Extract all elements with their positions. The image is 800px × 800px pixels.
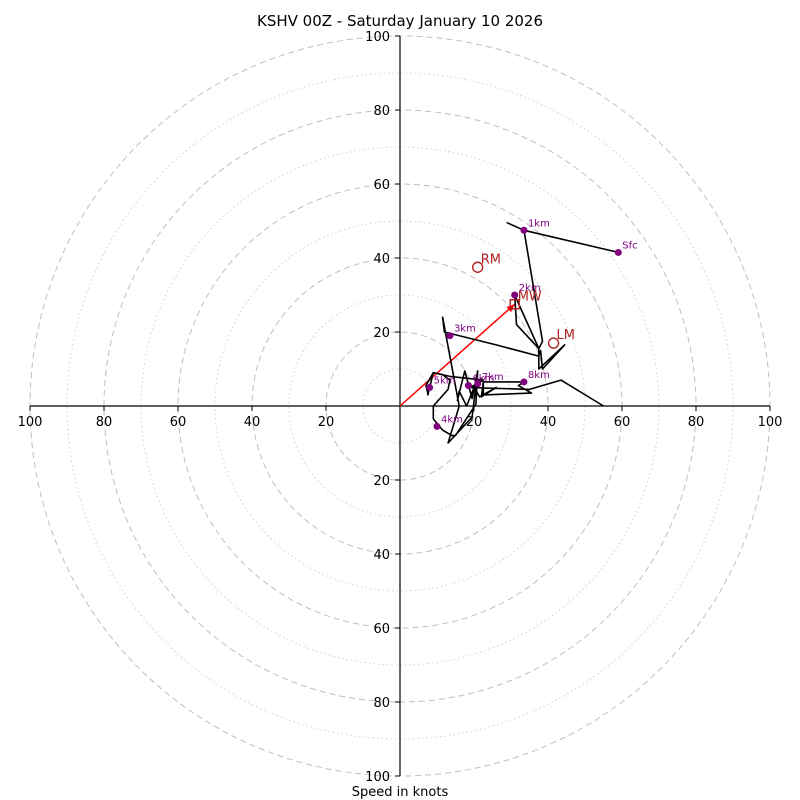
y-tick-label-top-40: 40 xyxy=(373,252,390,267)
y-tick-label-bottom-60: 60 xyxy=(373,622,390,637)
y-tick-label-bottom-20: 20 xyxy=(373,474,390,489)
x-tick-label-left-60: 60 xyxy=(170,415,187,430)
x-axis-label: Speed in knots xyxy=(352,785,449,800)
x-tick-label-right-80: 80 xyxy=(688,415,705,430)
y-tick-label-top-20: 20 xyxy=(373,326,390,341)
shear-vector-group xyxy=(399,303,516,407)
shear-vector xyxy=(399,303,516,407)
height-label-1km: 1km xyxy=(528,218,550,229)
x-tick-label-right-60: 60 xyxy=(614,415,631,430)
x-tick-label-left-20: 20 xyxy=(318,415,335,430)
motion-marker-mw xyxy=(509,299,520,310)
height-label-4km: 4km xyxy=(441,414,463,425)
motion-label-mw: MW xyxy=(518,289,542,304)
height-label-sfc: Sfc xyxy=(622,240,637,251)
y-tick-label-bottom-80: 80 xyxy=(373,696,390,711)
x-tick-label-right-40: 40 xyxy=(540,415,557,430)
motion-marker-rm xyxy=(472,261,484,273)
x-tick-label-left-40: 40 xyxy=(244,415,261,430)
height-label-2km: 2km xyxy=(519,283,541,294)
height-label-6km: 6km xyxy=(472,374,494,385)
y-tick-label-bottom-100: 100 xyxy=(365,770,390,785)
height-point-6km xyxy=(464,382,472,390)
x-tick-label-left-80: 80 xyxy=(96,415,113,430)
motion-marker-lm xyxy=(547,337,560,349)
y-tick-label-top-100: 100 xyxy=(365,30,390,45)
hodograph-trace xyxy=(425,222,619,444)
motion-label-lm: LM xyxy=(557,328,575,343)
height-point-sfc xyxy=(614,248,622,256)
x-tick-label-right-100: 100 xyxy=(758,415,783,430)
storm-motions: RM LM MW xyxy=(472,252,575,349)
hodograph-trace-group xyxy=(425,222,619,444)
y-tick-label-bottom-40: 40 xyxy=(373,548,390,563)
motion-label-rm: RM xyxy=(481,252,501,267)
height-point-8km xyxy=(520,378,528,386)
height-point-7km xyxy=(474,380,482,388)
height-label-3km: 3km xyxy=(454,324,476,335)
chart-title: KSHV 00Z - Saturday January 10 2026 xyxy=(257,12,543,30)
height-point-2km xyxy=(511,291,519,299)
height-label-8km: 8km xyxy=(528,370,550,381)
height-label-5km: 5km xyxy=(434,376,456,387)
y-tick-label-top-60: 60 xyxy=(373,178,390,193)
y-tick-label-top-80: 80 xyxy=(373,104,390,119)
height-point-1km xyxy=(520,226,528,234)
height-point-4km xyxy=(433,422,441,430)
x-tick-label-left-100: 100 xyxy=(18,415,43,430)
height-point-3km xyxy=(446,332,454,340)
height-label-7km: 7km xyxy=(482,372,504,383)
height-point-5km xyxy=(426,384,434,391)
